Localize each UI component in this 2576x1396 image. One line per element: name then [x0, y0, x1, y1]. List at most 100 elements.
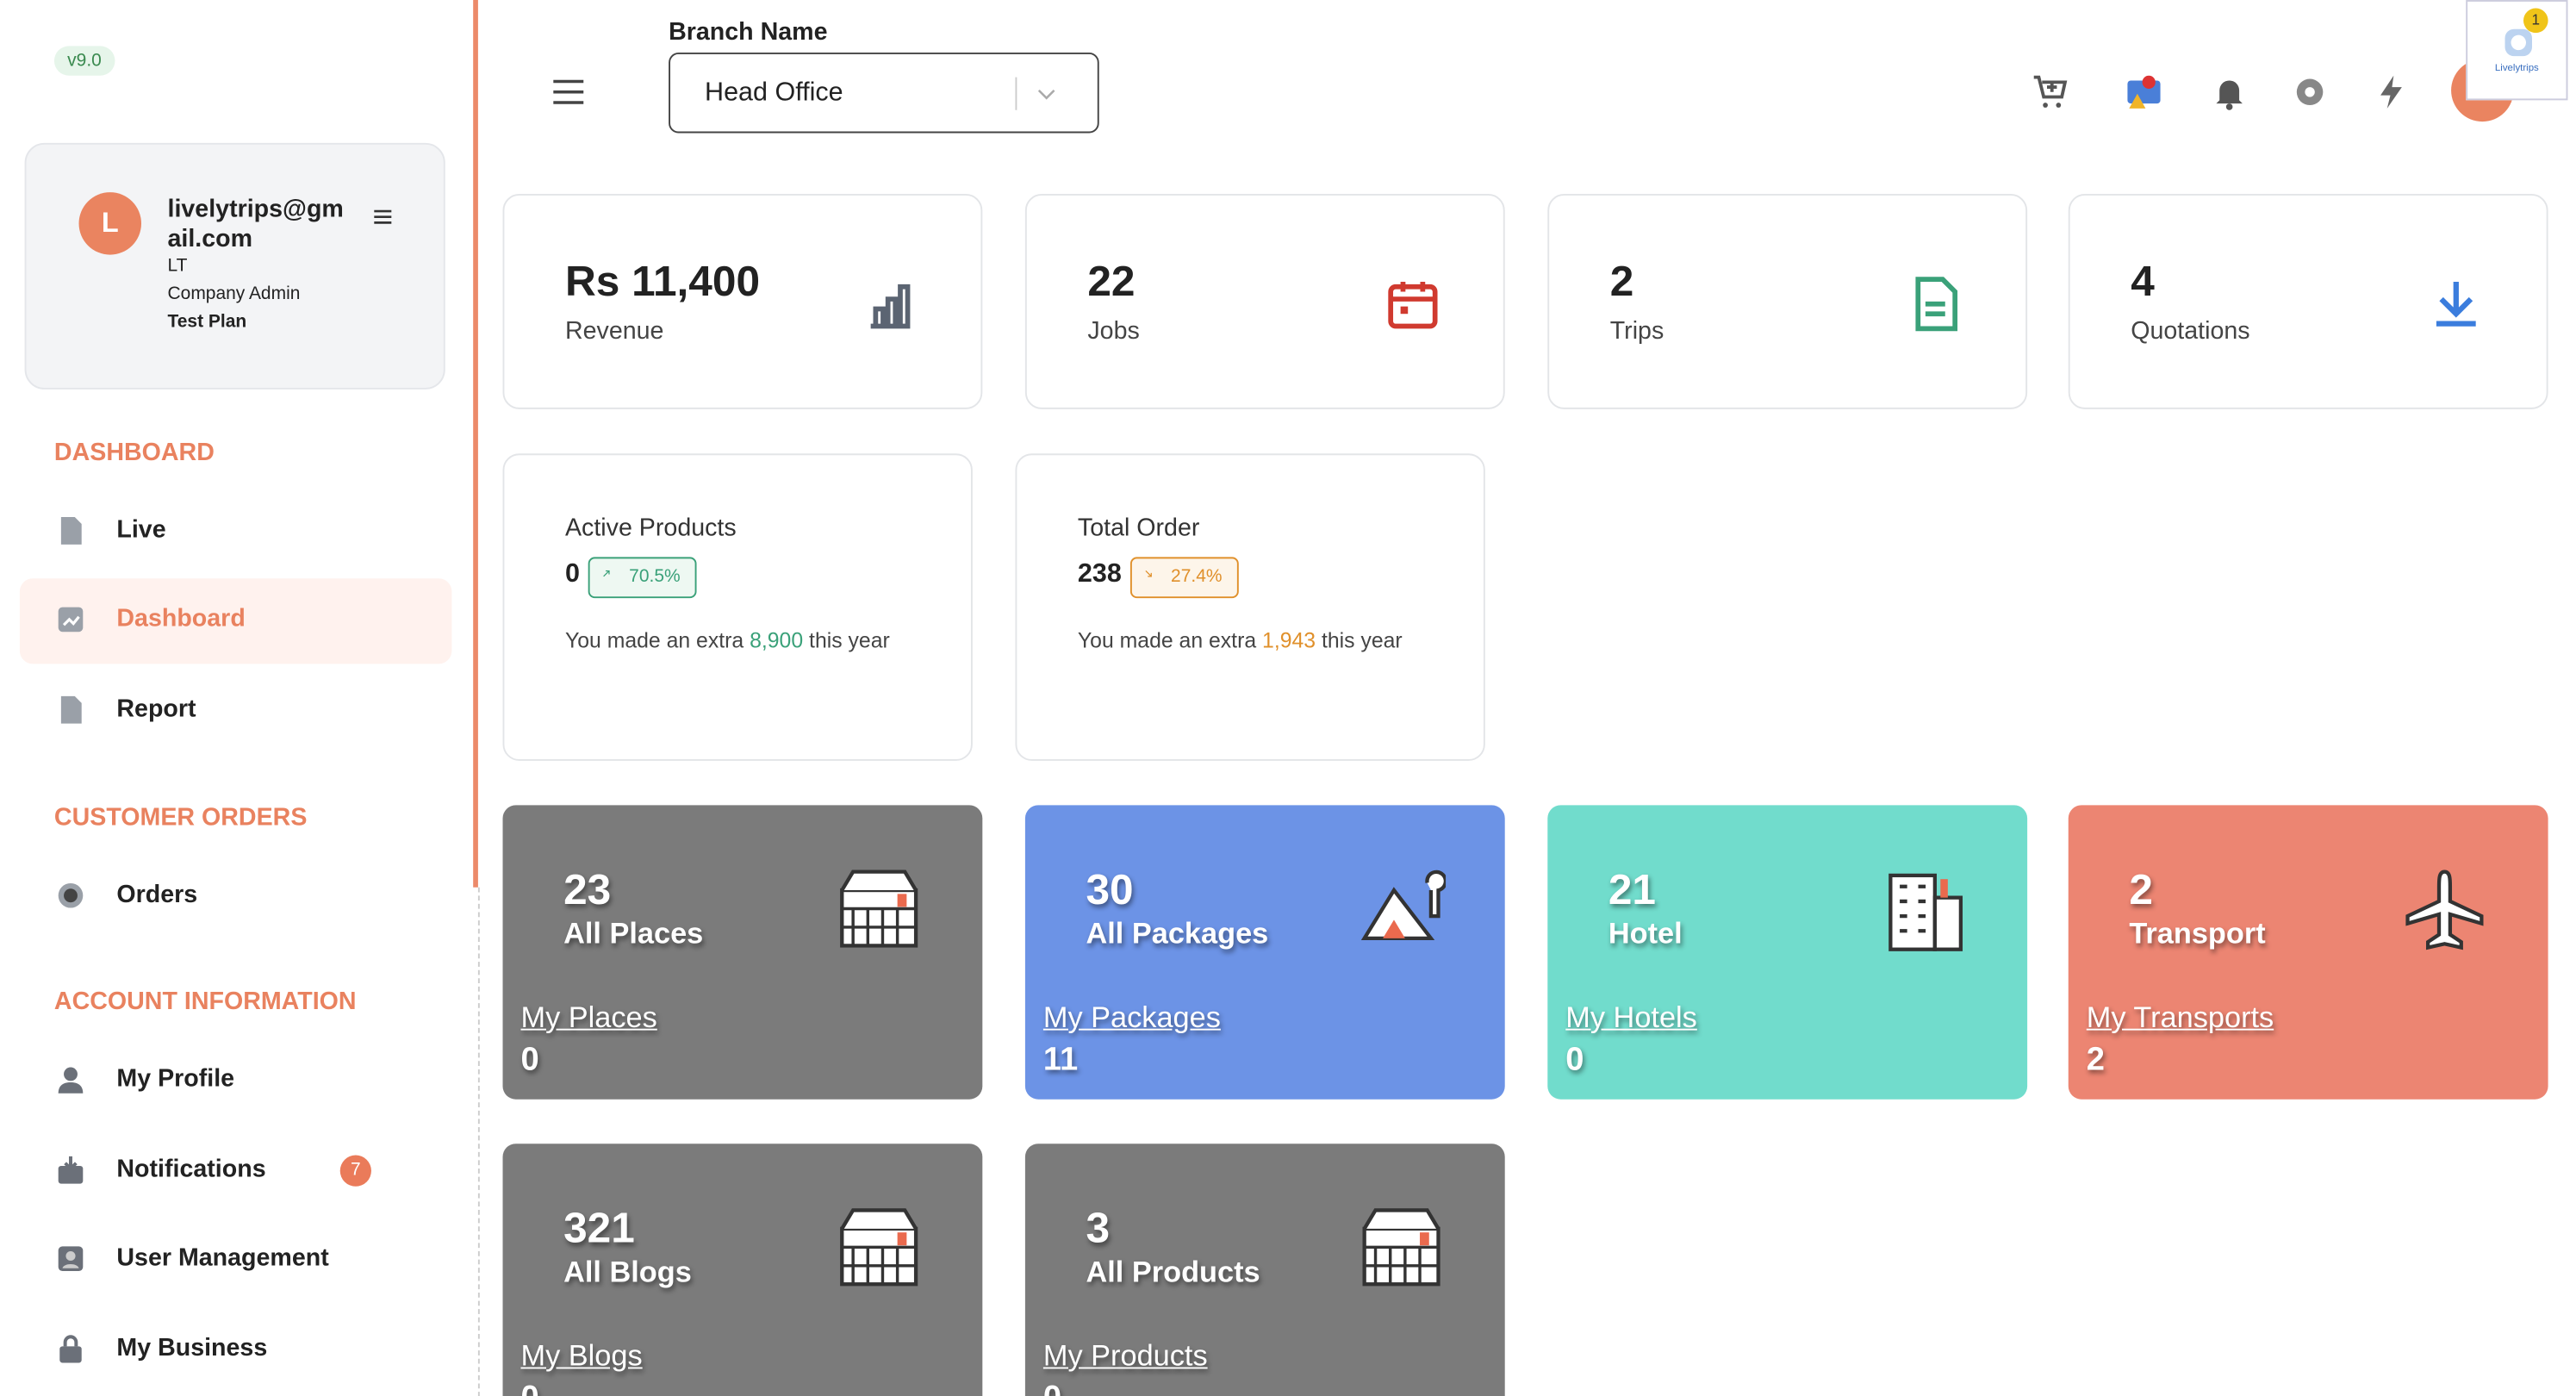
header-icon-part — [2043, 103, 2048, 108]
header-icon — [2033, 75, 2068, 108]
tile-icon-part — [1932, 895, 1963, 951]
change-badge: 27.4% — [1129, 557, 1239, 599]
summary-card: Active Products 0 70.5% You made an extra 8… — [502, 453, 973, 761]
stat-icon — [870, 284, 911, 329]
sidebar-border — [473, 0, 478, 888]
tile-icon-part — [897, 894, 907, 907]
nav-icon-part — [59, 1346, 82, 1363]
user-menu-icon-part — [374, 209, 392, 224]
nav-item[interactable]: Live — [116, 515, 166, 545]
nav-item[interactable]: Orders — [116, 881, 198, 909]
stat-label: Quotations — [2131, 317, 2250, 346]
version-badge: v9.0 — [53, 46, 115, 76]
change-value: 27.4% — [1171, 566, 1223, 587]
nav-icon-part — [62, 615, 80, 626]
stat-card: Rs 11,400 Revenue — [502, 194, 983, 409]
nav-icon — [58, 607, 84, 633]
tile-count: 2 — [2129, 864, 2153, 914]
note-suffix: this year — [809, 627, 890, 653]
tile-link[interactable]: My Products — [1042, 1339, 1208, 1373]
tile-sub: 0 — [520, 1380, 538, 1396]
note-prefix: You made an extra — [564, 627, 744, 653]
trend-arrow — [602, 570, 610, 577]
menu-toggle-part — [553, 79, 584, 104]
tile-label: Transport — [2129, 917, 2266, 950]
tile-link[interactable]: My Hotels — [1565, 1000, 1697, 1034]
nav-item[interactable]: My Business — [116, 1334, 268, 1362]
branch-select[interactable]: Head Office — [669, 53, 1099, 134]
tile-link[interactable]: My Places — [520, 1000, 657, 1034]
tile-sub: 0 — [1043, 1380, 1061, 1396]
nav-item[interactable]: My Profile — [116, 1064, 235, 1094]
app-widget[interactable]: 1 Livelytrips — [2466, 0, 2568, 101]
tile-label: Hotel — [1608, 917, 1683, 950]
note-amount: 1,943 — [1262, 627, 1316, 653]
tile-icon — [840, 1208, 918, 1287]
nav-icon — [58, 1156, 84, 1184]
header-icon — [2216, 80, 2243, 110]
stat-icon — [1915, 277, 1958, 332]
tile-icon-part — [1383, 919, 1405, 938]
nav-item[interactable]: Dashboard — [116, 604, 246, 633]
nav-icon — [58, 882, 84, 908]
tile-link[interactable]: My Packages — [1042, 1000, 1221, 1034]
nav-icon-part — [62, 1264, 79, 1268]
user-email: livelytrips@gmail.com — [167, 195, 344, 253]
user-avatar: L — [78, 192, 141, 255]
tile-icon-part — [1420, 1232, 1429, 1246]
nav-item[interactable]: Report — [116, 695, 196, 724]
tile-count: 21 — [1608, 864, 1656, 914]
stat-label: Trips — [1609, 317, 1664, 346]
header-icon-part — [2216, 80, 2243, 104]
select-separator — [1015, 77, 1017, 110]
stat-card: 22 Jobs — [1024, 194, 1505, 409]
user-role: Company Admin — [167, 284, 301, 304]
tile: 30 All Packages My Packages 11 — [1024, 805, 1505, 1100]
select-chevron — [1037, 89, 1055, 100]
nav-icon-part — [64, 1067, 78, 1081]
nav-heading: DASHBOARD — [53, 439, 215, 467]
tile-icon-part — [1425, 869, 1447, 919]
tile-link[interactable]: My Blogs — [520, 1339, 643, 1373]
nav-item[interactable]: User Management — [116, 1243, 329, 1272]
stat-value: Rs 11,400 — [564, 256, 761, 306]
tile: 2 Transport My Transports 2 — [2068, 805, 2548, 1100]
tile-sub: 0 — [520, 1041, 539, 1078]
stat-icon-part — [1925, 301, 1945, 317]
header-icon-part — [2305, 87, 2315, 97]
tile-icon — [840, 869, 918, 948]
tile-count: 321 — [563, 1202, 635, 1253]
nav-icon-part — [60, 695, 82, 724]
app-badge: 1 — [2523, 8, 2548, 34]
stat-icon — [1388, 282, 1438, 329]
tile-link[interactable]: My Transports — [2086, 1000, 2274, 1034]
tile: 21 Hotel My Hotels 0 — [1547, 805, 2028, 1100]
header-icon-part — [2380, 75, 2402, 109]
tile-icon-part — [897, 1232, 907, 1246]
header-icon-part — [2225, 103, 2233, 110]
user-menu-icon — [374, 209, 392, 224]
tile-sub: 2 — [2086, 1041, 2105, 1078]
summary-title: Total Order — [1077, 514, 1200, 543]
tile-count: 23 — [563, 864, 612, 914]
nav-badge: 7 — [339, 1155, 371, 1187]
menu-toggle — [553, 79, 584, 104]
trend-arrow-part — [602, 570, 610, 577]
tile-label: All Blogs — [563, 1255, 692, 1289]
app-widget-icon-part — [2511, 34, 2527, 51]
header-icon — [2380, 75, 2402, 109]
tile-icon-part — [1900, 884, 1926, 933]
app-name: Livelytrips — [2494, 64, 2539, 74]
summary-value: 238 — [1077, 560, 1122, 589]
stat-value: 2 — [1609, 256, 1634, 306]
nav-icon-part — [63, 1335, 78, 1347]
nav-item[interactable]: Notifications — [116, 1155, 266, 1183]
change-badge: 70.5% — [588, 557, 697, 599]
nav-icon-part — [58, 1165, 84, 1184]
change-value: 70.5% — [629, 566, 681, 587]
branch-value: Head Office — [705, 78, 843, 107]
tile-icon-part — [842, 907, 917, 946]
tile-icon-part — [840, 1208, 918, 1230]
